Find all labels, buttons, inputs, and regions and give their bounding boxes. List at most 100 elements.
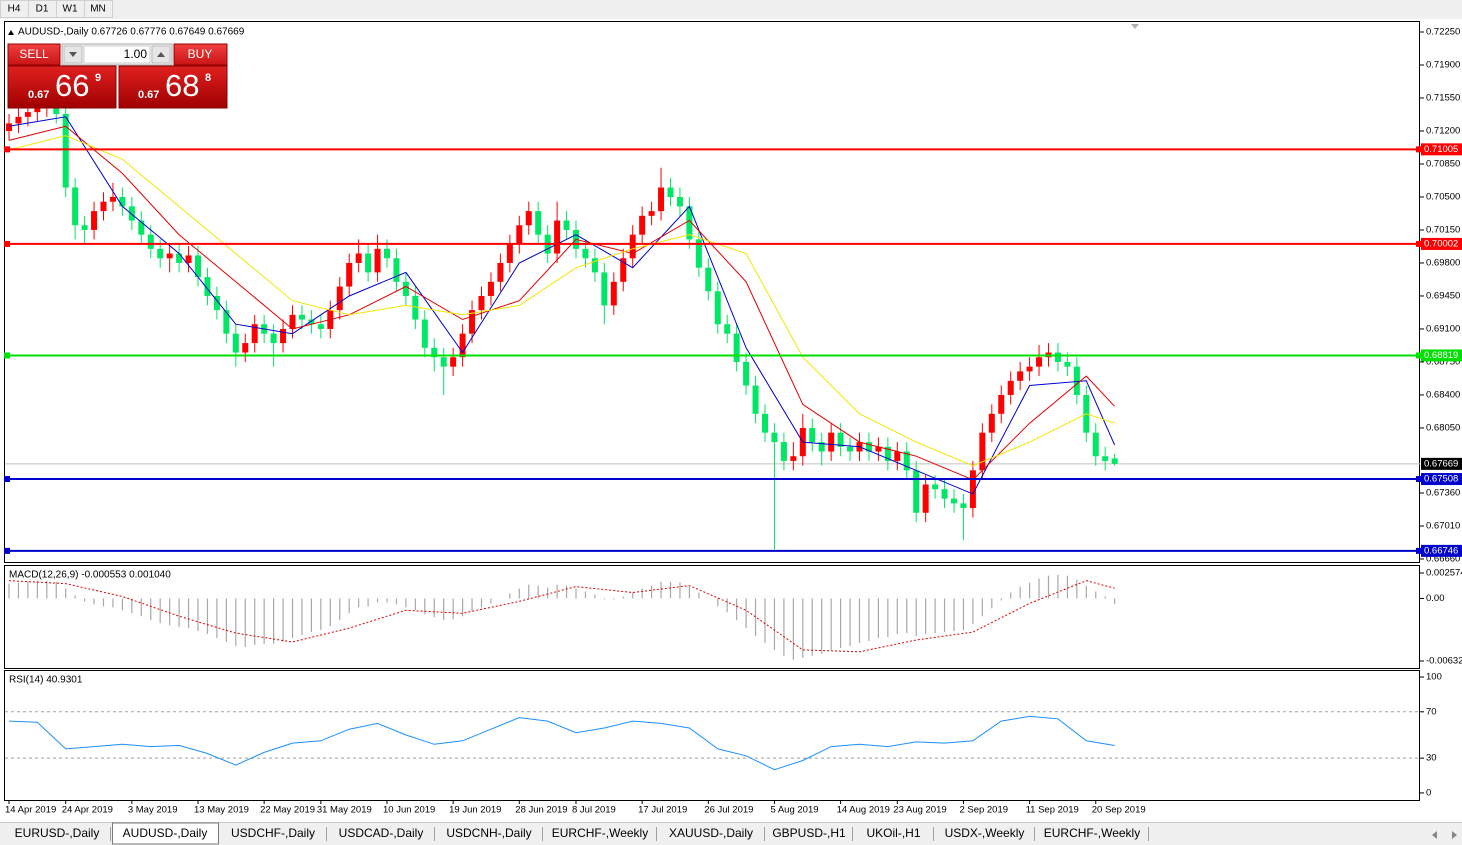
tab[interactable]: [436, 824, 543, 844]
tab[interactable]: [544, 824, 657, 844]
timeframe-label[interactable]: MN: [90, 4, 106, 15]
candle-body: [128, 206, 135, 221]
y-tick-label: 0.70500: [1426, 191, 1460, 202]
tab-label[interactable]: USDCHF-,Daily: [231, 826, 315, 840]
timeframe-button[interactable]: [84, 0, 113, 18]
tab-label[interactable]: USDCAD-,Daily: [339, 826, 424, 840]
price-panel: [4, 21, 1420, 563]
y-tick-label: 0.69450: [1426, 290, 1460, 301]
candle-body: [563, 220, 570, 230]
tab[interactable]: [328, 824, 435, 844]
volume-input[interactable]: [83, 45, 151, 64]
candle-body: [658, 187, 665, 212]
sell-price-box[interactable]: [7, 65, 117, 109]
candle-body: [629, 234, 636, 259]
volume-value[interactable]: 1.00: [124, 47, 148, 61]
tab-label[interactable]: GBPUSD-,H1: [772, 826, 846, 840]
x-tick-label: 22 May 2019: [260, 805, 315, 816]
level-handle: [1416, 352, 1422, 359]
candle-body: [251, 324, 258, 344]
tab-label[interactable]: XAUUSD-,Daily: [669, 826, 753, 840]
price-chart: 0.72250 0.71900 0.71550 0.71200 0.70850 0.705…: [4, 27, 1462, 816]
candle-body: [506, 244, 513, 263]
macd-title: MACD(12,26,9) -0.000553 0.001040: [9, 570, 171, 581]
macd-chart: 0.002574 0.00 -0.006326: [8, 568, 1462, 667]
level-handle: [1416, 240, 1422, 247]
candle-body: [591, 258, 598, 273]
candle-body: [1054, 352, 1061, 362]
level-handle: [4, 547, 10, 554]
candle-body: [232, 333, 239, 353]
buy-price-box[interactable]: [118, 65, 228, 109]
x-tick-label: 8 Jul 2019: [572, 805, 616, 816]
candle-body: [62, 114, 69, 188]
y-tick-label: 0.70150: [1426, 224, 1460, 235]
tab[interactable]: [854, 824, 934, 844]
tab-label[interactable]: USDCNH-,Daily: [446, 826, 531, 840]
tab[interactable]: [766, 824, 853, 844]
buy-label[interactable]: BUY: [188, 47, 213, 61]
candle-body: [705, 267, 712, 292]
candle-body: [195, 255, 201, 278]
tab[interactable]: [4, 824, 111, 844]
x-tick-label: 19 Jun 2019: [449, 805, 501, 816]
timeframe-label[interactable]: D1: [36, 4, 49, 15]
moving-average: [8, 116, 1116, 495]
moving-average: [8, 125, 1115, 481]
candle-body: [6, 123, 12, 131]
candle-body: [100, 201, 107, 212]
x-tick-label: 14 Apr 2019: [5, 805, 56, 816]
tab-label[interactable]: EURCHF-,Weekly: [1044, 826, 1140, 840]
candle-body: [941, 489, 948, 499]
timeframe-label[interactable]: H4: [8, 4, 21, 15]
candle-body: [223, 310, 230, 334]
x-tick-label: 26 Jul 2019: [704, 805, 753, 816]
sell-label[interactable]: SELL: [19, 47, 49, 61]
candle-body: [516, 225, 523, 245]
tab-scroll-left[interactable]: [1432, 831, 1437, 839]
candle-body: [554, 220, 561, 254]
tab[interactable]: [220, 824, 327, 844]
tab[interactable]: [935, 824, 1035, 844]
level-tag-label: 0.66746: [1424, 545, 1458, 556]
tab-label[interactable]: UKOil-,H1: [866, 826, 920, 840]
candle-body: [695, 239, 702, 268]
tab-scroll-right[interactable]: [1452, 831, 1457, 839]
candle-body: [875, 446, 882, 452]
timeframe-label[interactable]: W1: [63, 4, 78, 15]
tab-label[interactable]: EURCHF-,Weekly: [552, 826, 648, 840]
trade-panel: SELL 1.00 BUY 0.67 66 9 0.67 68 8: [7, 43, 228, 109]
x-tick-label: 28 Jun 2019: [515, 805, 567, 816]
candle-body: [185, 255, 192, 263]
candle-body: [53, 104, 60, 115]
active-tab[interactable]: [112, 822, 219, 845]
tab[interactable]: [1036, 824, 1149, 844]
candle-body: [242, 343, 249, 353]
x-tick-label: 11 Sep 2019: [1026, 805, 1079, 816]
buy-button[interactable]: [173, 43, 228, 66]
rsi-title: RSI(14) 40.9301: [9, 675, 83, 686]
candle-body: [979, 432, 986, 471]
tab-label[interactable]: AUDUSD-,Daily: [123, 826, 208, 840]
candle-body: [402, 281, 409, 296]
candle-body: [780, 442, 787, 461]
tab-label[interactable]: USDX-,Weekly: [945, 826, 1025, 840]
current-price-tag: [1421, 457, 1462, 470]
tab-label[interactable]: EURUSD-,Daily: [15, 826, 100, 840]
candle-body: [903, 451, 910, 471]
y-tick-label: 0.69800: [1426, 257, 1460, 268]
candle-body: [865, 442, 872, 452]
candle-body: [837, 432, 844, 447]
candle-body: [421, 319, 428, 348]
candle-body: [270, 333, 277, 344]
tab[interactable]: [658, 824, 765, 844]
y-tick-label: 0.67010: [1426, 521, 1460, 532]
y-tick-label: 0: [1426, 787, 1431, 798]
candle-body: [280, 328, 287, 344]
rsi-panel: [4, 670, 1420, 801]
candle-body: [440, 357, 447, 367]
sell-button[interactable]: [7, 43, 61, 66]
y-tick-label: 30: [1426, 753, 1437, 764]
x-tick-label: 31 May 2019: [317, 805, 372, 816]
candle-body: [733, 333, 740, 362]
